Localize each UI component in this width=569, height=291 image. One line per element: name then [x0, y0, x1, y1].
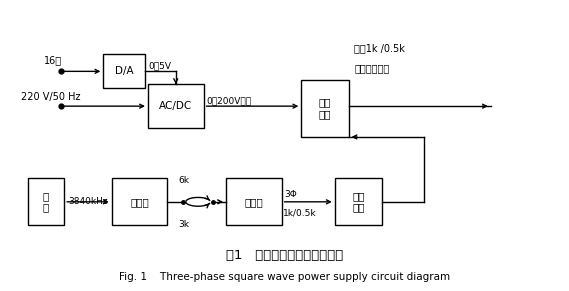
Bar [28, 178, 64, 225]
Text: 三相
功放: 三相 功放 [319, 97, 331, 119]
Text: 6k: 6k [179, 176, 189, 185]
Text: 16位: 16位 [44, 55, 61, 65]
Text: D/A: D/A [115, 66, 134, 76]
Text: 220 V/50 Hz: 220 V/50 Hz [21, 92, 81, 102]
Text: 可调方波电压: 可调方波电压 [354, 63, 389, 74]
Text: 晶
振: 晶 振 [43, 191, 50, 213]
Text: 分相器: 分相器 [245, 197, 263, 207]
Text: 3k: 3k [179, 220, 189, 229]
Text: 分频器: 分频器 [130, 197, 149, 207]
Bar [301, 80, 349, 137]
Text: 图1   三相方波电源电路原理图: 图1 三相方波电源电路原理图 [226, 249, 343, 262]
Text: 0～5V: 0～5V [148, 62, 171, 71]
Text: 3Φ: 3Φ [284, 190, 297, 199]
Text: 三相
驱动: 三相 驱动 [352, 191, 365, 213]
Bar [335, 178, 382, 225]
Text: Fig. 1    Three-phase square wave power supply circuit diagram: Fig. 1 Three-phase square wave power sup… [119, 272, 450, 282]
Bar [112, 178, 167, 225]
Text: 三相1k /0.5k: 三相1k /0.5k [354, 44, 405, 54]
Text: 3840kHz: 3840kHz [68, 197, 108, 206]
Bar [148, 84, 204, 128]
Bar [103, 54, 145, 88]
Text: 1k/0.5k: 1k/0.5k [283, 208, 317, 217]
Text: 0～200V直流: 0～200V直流 [207, 97, 251, 106]
Text: AC/DC: AC/DC [159, 101, 192, 111]
Bar [226, 178, 282, 225]
